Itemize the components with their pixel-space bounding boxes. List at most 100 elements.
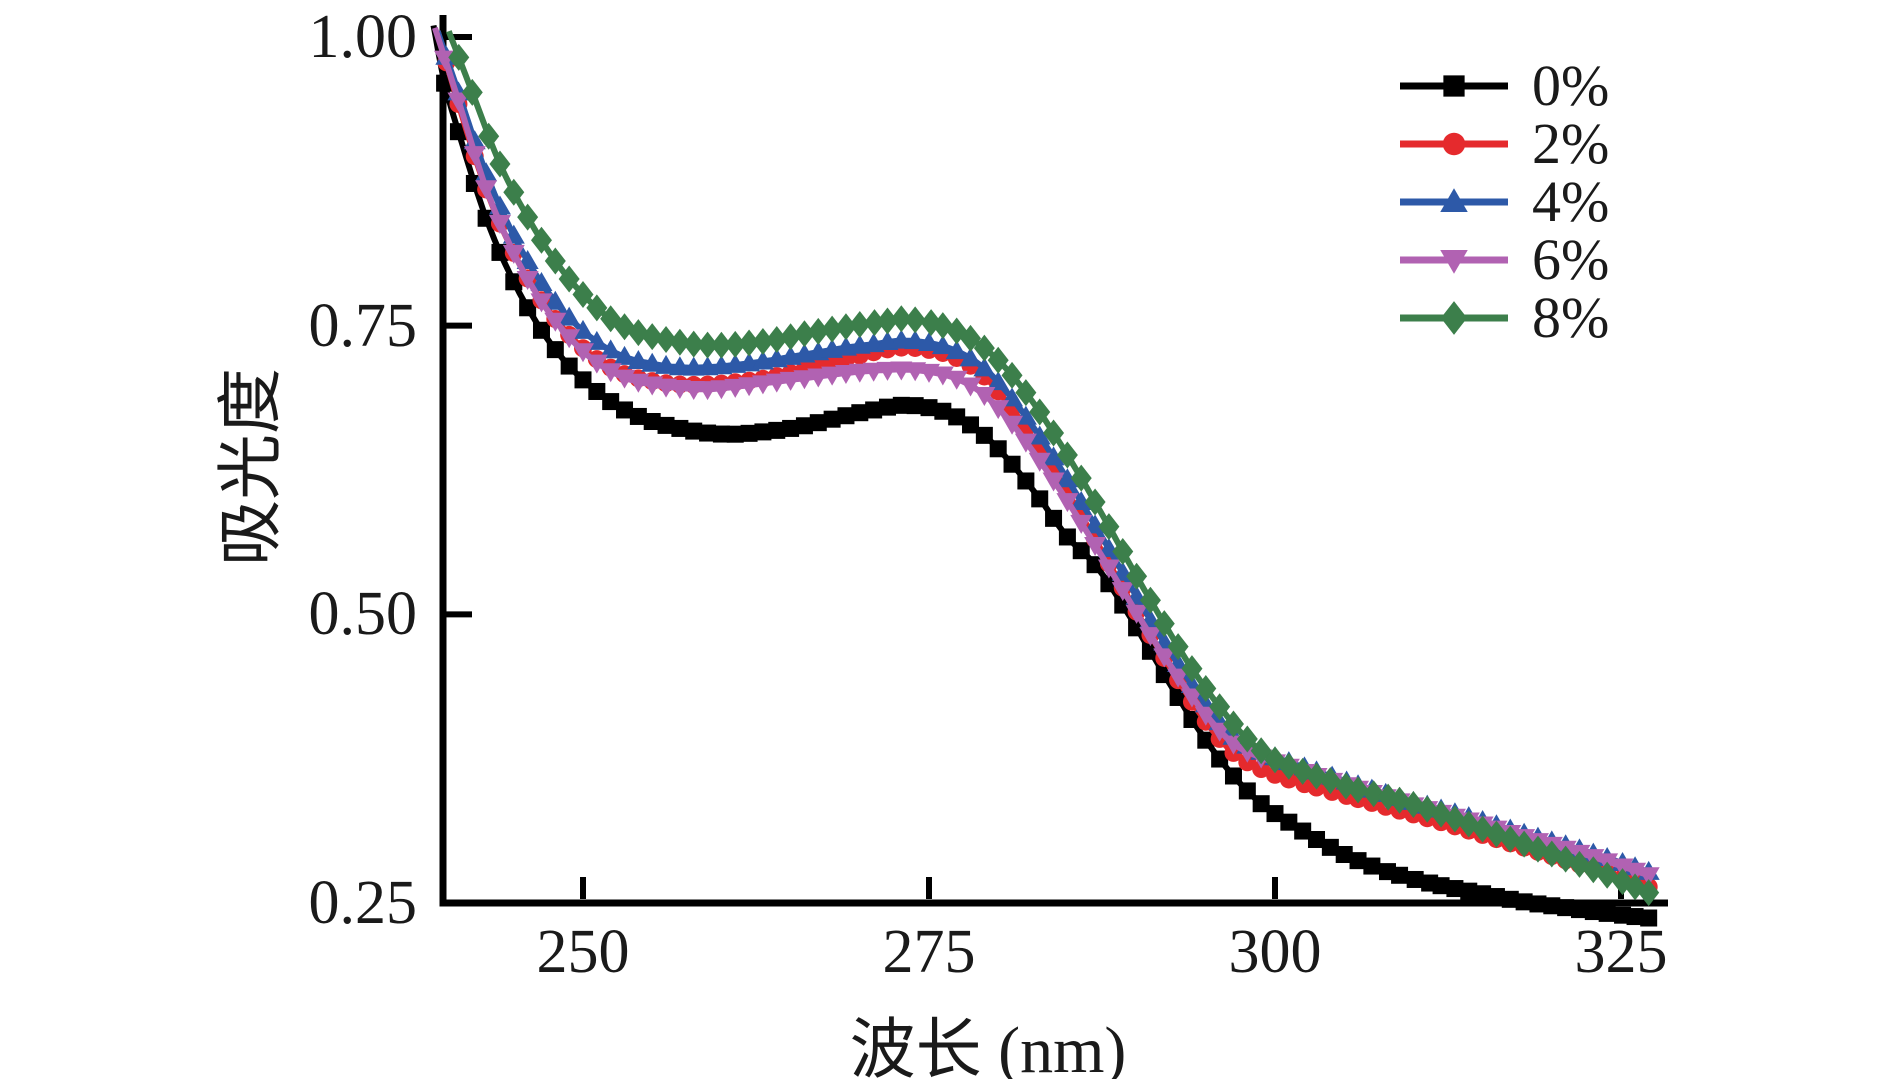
series-marker bbox=[1515, 893, 1533, 911]
series-marker bbox=[1638, 879, 1660, 907]
series-marker bbox=[1169, 688, 1187, 706]
series-marker bbox=[1406, 870, 1424, 888]
series-marker bbox=[807, 317, 829, 345]
series-marker bbox=[1111, 582, 1134, 602]
series-marker bbox=[835, 313, 857, 341]
series-marker bbox=[1236, 725, 1258, 753]
series-marker bbox=[710, 331, 732, 359]
series-marker bbox=[1349, 852, 1367, 870]
series-marker bbox=[795, 417, 813, 435]
series-marker bbox=[1070, 514, 1093, 534]
series-marker bbox=[1543, 897, 1561, 915]
series-marker bbox=[1180, 688, 1203, 708]
series-marker bbox=[530, 271, 553, 291]
series-marker bbox=[1335, 846, 1353, 864]
series-marker bbox=[848, 363, 871, 383]
series-marker bbox=[1139, 627, 1162, 647]
series-marker bbox=[519, 299, 537, 317]
series-marker bbox=[1432, 877, 1450, 895]
series-marker bbox=[1139, 586, 1161, 614]
series-marker bbox=[765, 373, 788, 393]
series-marker bbox=[973, 386, 996, 406]
legend-label: 4% bbox=[1532, 169, 1610, 234]
series-marker bbox=[726, 425, 744, 443]
series-marker bbox=[1460, 882, 1478, 900]
series-marker bbox=[960, 324, 982, 352]
series-marker bbox=[1266, 805, 1284, 823]
series-marker bbox=[586, 294, 608, 322]
series-marker bbox=[1197, 731, 1215, 749]
series-marker bbox=[738, 377, 761, 397]
series-marker bbox=[627, 350, 650, 370]
series-marker bbox=[627, 319, 649, 347]
series-marker bbox=[962, 416, 980, 434]
series-marker bbox=[699, 424, 717, 442]
series-marker bbox=[793, 370, 816, 390]
series-marker bbox=[1266, 765, 1284, 784]
series-marker bbox=[502, 244, 525, 264]
series-marker bbox=[920, 399, 938, 417]
series-8% bbox=[445, 30, 1660, 907]
series-marker bbox=[959, 347, 982, 367]
series-marker bbox=[1224, 767, 1242, 785]
series-marker bbox=[1446, 880, 1464, 898]
series-marker bbox=[1209, 693, 1231, 721]
series-marker bbox=[878, 398, 896, 416]
series-marker bbox=[906, 397, 924, 415]
series-marker bbox=[1058, 528, 1076, 546]
series-marker bbox=[447, 92, 470, 112]
series-marker bbox=[1097, 559, 1120, 579]
series-marker bbox=[987, 346, 1009, 374]
series-marker bbox=[837, 407, 855, 425]
series-marker bbox=[1487, 888, 1505, 906]
series-marker bbox=[1308, 830, 1326, 848]
series-marker bbox=[1238, 782, 1256, 800]
series-marker bbox=[892, 396, 910, 414]
x-tick-label-325: 325 bbox=[1574, 918, 1668, 986]
legend-marker-square bbox=[1443, 75, 1465, 97]
series-marker bbox=[655, 326, 677, 354]
series-marker bbox=[1056, 468, 1079, 488]
series-marker bbox=[1252, 795, 1270, 813]
series-marker bbox=[1112, 537, 1134, 565]
series-marker bbox=[1183, 710, 1201, 728]
series-marker bbox=[683, 330, 705, 358]
series-marker bbox=[890, 305, 912, 333]
series-marker bbox=[1072, 542, 1090, 560]
series-marker bbox=[1222, 710, 1244, 738]
legend-item-4pct: 4% bbox=[1396, 173, 1609, 231]
series-marker bbox=[461, 78, 483, 106]
series-marker bbox=[1056, 441, 1078, 469]
series-marker bbox=[1084, 488, 1106, 516]
series-marker bbox=[1084, 537, 1107, 557]
series-marker bbox=[821, 315, 843, 343]
series-marker bbox=[1042, 472, 1065, 492]
series-marker bbox=[1045, 509, 1063, 527]
legend-swatch-circle-icon bbox=[1400, 132, 1508, 156]
legend-item-0pct: 0% bbox=[1396, 57, 1609, 115]
series-marker bbox=[849, 311, 871, 339]
series-marker bbox=[1194, 706, 1217, 726]
series-marker bbox=[641, 352, 664, 372]
series-marker bbox=[864, 309, 886, 337]
series-marker bbox=[865, 401, 883, 419]
series-marker bbox=[1598, 904, 1616, 922]
series-marker bbox=[1363, 780, 1385, 808]
series-marker bbox=[1637, 867, 1660, 887]
series-marker bbox=[1125, 604, 1148, 624]
series-marker bbox=[1126, 562, 1148, 590]
series-marker bbox=[1211, 750, 1229, 768]
series-marker bbox=[973, 334, 995, 362]
legend-swatch-diamond-icon bbox=[1400, 301, 1508, 335]
series-marker bbox=[768, 421, 786, 439]
series-marker bbox=[530, 293, 553, 313]
series-marker bbox=[696, 381, 719, 401]
legend-swatch-square-icon bbox=[1400, 75, 1508, 97]
series-marker bbox=[1003, 455, 1021, 473]
y-tick-label-0.25: 0.25 bbox=[308, 869, 418, 937]
legend-marker-diamond bbox=[1440, 301, 1468, 335]
series-marker bbox=[948, 408, 966, 426]
series-marker bbox=[448, 43, 470, 71]
series-marker bbox=[668, 356, 691, 376]
